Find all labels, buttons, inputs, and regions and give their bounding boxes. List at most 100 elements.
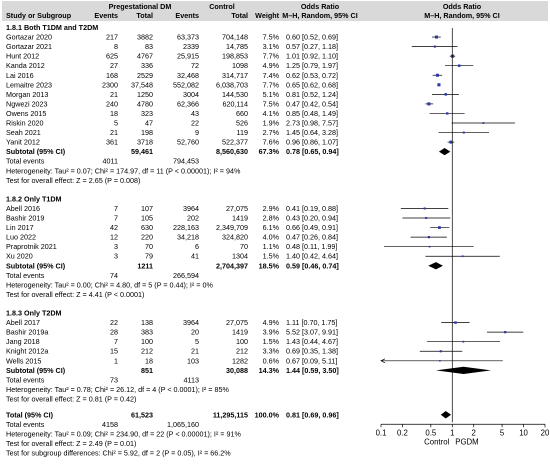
study-weight: 1.5% [263,337,280,346]
study-or-ci: 1.40 [0.42, 4.64] [286,252,338,261]
plot-header: Odds Ratio [443,2,482,11]
study-events2: 20 [191,328,199,337]
study-events1: 7 [114,204,118,213]
pooled-diamond [428,262,443,270]
study-total1: 4767 [137,52,153,61]
grand-heterogeneity-text: Heterogeneity: Tau² = 0.09; Chi² = 234.9… [6,429,241,438]
overall-effect-text: Test for overall effect: Z = 4.41 (P < 0… [6,290,144,299]
study-weight: 2.9% [263,204,280,213]
study-events2: 21 [191,347,199,356]
study-total2: 314,717 [222,71,248,80]
study-name: Yanit 2012 [6,138,40,147]
study-or-ci: 0.81 [0.52, 1.24] [286,90,338,99]
study-weight: 5.1% [263,90,280,99]
study-or-ci: 1.45 [0.64, 3.28] [286,128,338,137]
study-total2: 119 [237,128,248,137]
pooled-diamond [435,366,492,374]
study-or-ci: 0.57 [0.27, 1.18] [286,42,338,51]
study-weight: 3.9% [263,328,280,337]
study-events1: 361 [106,138,118,147]
study-or-ci: 0.69 [0.35, 1.38] [286,347,338,356]
study-weight: 7.5% [263,99,280,108]
subtotal-or-ci: 1.44 [0.59, 3.50] [286,366,339,375]
study-events1: 7 [114,214,118,223]
grand-total-events2: 1,065,160 [167,420,199,429]
overall-effect-text: Test for overall effect: Z = 2.65 (P = 0… [6,176,140,185]
grand-total-events-label: Total events [6,420,45,429]
x-axis-right-label: PGDM [455,437,478,446]
study-weight: 7.7% [263,52,280,61]
study-total1: 79 [145,252,153,261]
study-name: Lin 2017 [6,223,34,232]
study-or-ci: 0.41 [0.19, 0.88] [286,204,338,213]
study-total2: 1282 [232,356,248,365]
study-events1: 12 [110,233,118,242]
total-events2: 266,594 [173,271,199,280]
grand-overall-effect-text: Test for overall effect: Z = 2.49 (P = 0… [6,439,136,448]
study-total1: 336 [141,61,153,70]
study-events2: 25,915 [177,52,199,61]
study-total1: 107 [141,204,153,213]
grand-total-events1: 4158 [102,420,118,429]
study-events1: 3 [114,242,118,251]
study-events2: 22 [191,119,199,128]
pooled-diamond [438,148,451,156]
total-events1: 73 [110,375,118,384]
study-or-ci: 0.96 [0.86, 1.07] [286,138,338,147]
overall-effect-text: Test for overall effect: Z = 0.81 (P = 0… [6,394,136,403]
study-name: Ngwezi 2023 [6,99,48,108]
total-total2: 11,295,115 [213,410,248,419]
study-events2: 41 [191,252,199,261]
study-name: Seah 2021 [6,128,41,137]
study-or-ci: 1.25 [0.79, 1.97] [286,61,338,70]
point-estimate [427,102,431,106]
study-events2: 52,760 [177,138,199,147]
study-events2: 3004 [183,90,199,99]
study-total2: 522,377 [222,138,248,147]
total-or-ci: 0.81 [0.69, 0.96] [286,410,339,419]
subtotal-label: Subtotal (95% CI) [6,261,66,270]
study-weight: 4.9% [263,318,280,327]
study-events2: 103 [187,356,199,365]
study-or-ci: 0.65 [0.62, 0.68] [286,80,338,89]
study-events1: 217 [106,33,118,42]
subtotal-weight: 67.3% [259,147,280,156]
study-weight: 2.8% [263,214,280,223]
study-name: Xu 2020 [6,252,33,261]
x-tick-label: 0.2 [397,428,408,437]
events2-header: Events [175,11,199,20]
study-total2: 27,075 [226,204,248,213]
study-weight: 1.9% [263,119,280,128]
study-total2: 2,349,709 [216,223,248,232]
study-or-ci: 0.47 [0.42, 0.54] [286,99,338,108]
point-estimate [482,122,485,124]
study-events2: 552,082 [173,80,199,89]
subtotal-total2: 2,704,397 [216,261,248,270]
study-total1: 105 [141,214,153,223]
study-total1: 3718 [137,138,153,147]
study-total2: 212 [236,347,248,356]
study-name: Bashir 2019 [6,214,44,223]
study-total2: 1419 [232,328,248,337]
study-events1: 21 [110,90,118,99]
study-name: Jang 2018 [6,337,40,346]
study-weight: 7.4% [263,71,280,80]
study-weight: 6.1% [263,223,280,232]
study-total2: 660 [236,109,248,118]
study-total1: 198 [141,128,153,137]
study-or-ci: 0.48 [0.11, 1.99] [286,242,337,251]
study-total1: 212 [141,347,153,356]
subgroup-title: 1.8.2 Only T1DM [6,194,62,203]
ci-arrow [380,358,386,364]
study-events1: 42 [110,223,118,232]
study-total2: 526 [236,119,248,128]
point-estimate [423,207,426,210]
study-or-ci: 1.43 [0.44, 4.67] [286,337,338,346]
study-name: Morgan 2013 [6,90,48,99]
total-events-label: Total events [6,375,45,384]
study-weight: 1.1% [263,242,280,251]
subtotal-or-ci: 0.78 [0.65, 0.94] [286,147,339,156]
study-or-ci: 0.62 [0.53, 0.72] [286,71,338,80]
study-events2: 62,366 [177,99,199,108]
study-weight: 3.1% [263,42,280,51]
